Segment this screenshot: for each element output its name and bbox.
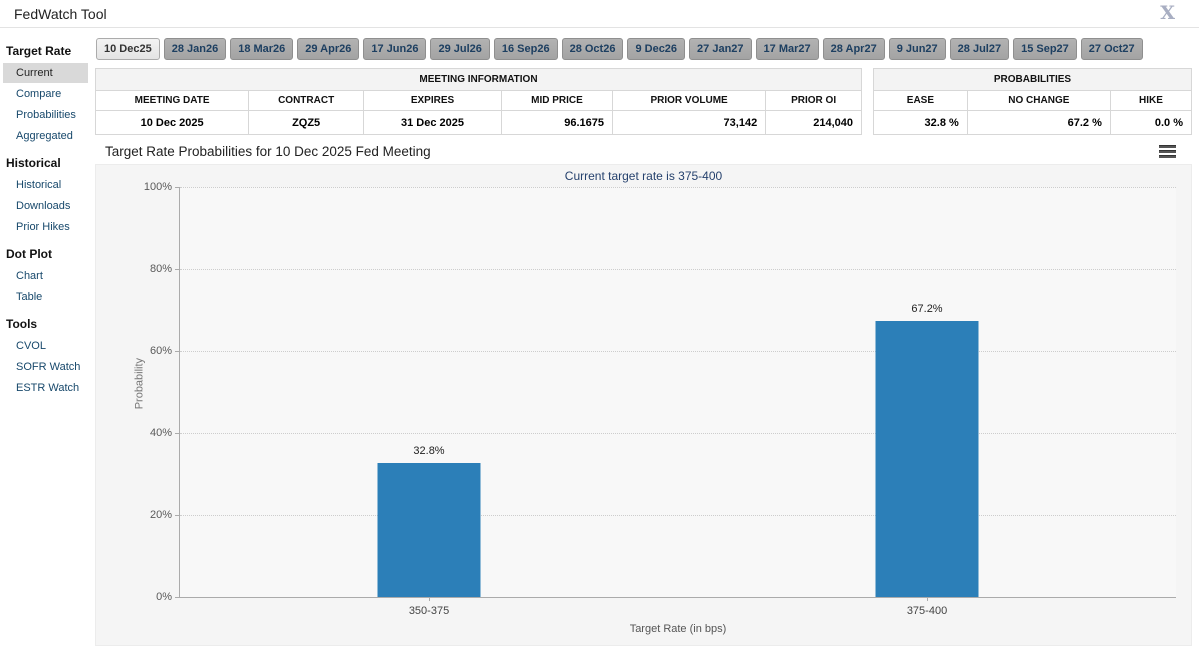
table-cell: 67.2 %	[966, 110, 1111, 135]
table-cell: 10 Dec 2025	[94, 110, 250, 135]
table-cell: 96.1675	[500, 110, 614, 135]
chart-menu-icon[interactable]	[1159, 143, 1176, 160]
table-title: MEETING INFORMATION	[95, 68, 862, 91]
table-cell: 214,040	[765, 110, 862, 135]
probability-chart: Current target rate is 375-400 Q Probabi…	[95, 164, 1192, 646]
y-tick-label: 100%	[143, 181, 172, 193]
table-cell: 32.8 %	[873, 110, 968, 135]
app-header: FedWatch Tool X	[0, 0, 1199, 28]
meeting-tab[interactable]: 9 Jun27	[888, 38, 946, 60]
plot-area: Probability Target Rate (in bps) 0% 20% 40…	[134, 181, 1176, 635]
meeting-tab[interactable]: 27 Jan27	[689, 38, 752, 60]
bar-value-label: 32.8%	[413, 444, 445, 457]
meeting-tab[interactable]: 17 Mar27	[755, 38, 819, 60]
x-tick-label: 375-400	[906, 605, 948, 617]
sidebar-item-prior-hikes[interactable]: Prior Hikes	[16, 221, 70, 233]
sidebar-section-heading: Dot Plot	[6, 247, 52, 261]
gridline	[180, 433, 1176, 434]
y-axis-title: Probability	[133, 357, 146, 410]
meeting-tab[interactable]: 18 Mar26	[230, 38, 294, 60]
x-axis-tick	[927, 597, 928, 601]
y-tick-label: 60%	[149, 345, 172, 357]
sidebar-section-heading: Target Rate	[6, 44, 72, 58]
table-cell: ZQZ5	[248, 110, 365, 135]
x-tick-label: 350-375	[408, 605, 450, 617]
y-axis-tick	[175, 269, 180, 270]
meeting-tabs: 10 Dec25 28 Jan26 18 Mar26 29 Apr26 17 Jun26…	[96, 38, 1192, 60]
table-row: 10 Dec 2025 ZQZ5 31 Dec 2025 96.1675 73,142 2…	[94, 110, 862, 135]
y-tick-label: 20%	[149, 509, 172, 521]
column-header: MEETING DATE	[94, 90, 250, 111]
sidebar-item-table[interactable]: Table	[16, 291, 43, 303]
column-header: CONTRACT	[248, 90, 365, 111]
sidebar-section-heading: Tools	[6, 317, 38, 331]
sidebar-item-chart[interactable]: Chart	[16, 270, 43, 282]
meeting-tab[interactable]: 27 Oct27	[1080, 38, 1143, 60]
page-title: FedWatch Tool	[14, 5, 107, 22]
bar-350-375[interactable]	[377, 462, 481, 597]
y-axis-tick	[175, 433, 180, 434]
sidebar-item-aggregated[interactable]: Aggregated	[16, 130, 73, 142]
sidebar-item-downloads[interactable]: Downloads	[16, 200, 71, 212]
column-header: EXPIRES	[363, 90, 502, 111]
column-header: PRIOR VOLUME	[612, 90, 767, 111]
gridline	[180, 187, 1176, 188]
gridline	[180, 515, 1176, 516]
y-tick-label: 40%	[149, 427, 172, 439]
table-cell: 0.0 %	[1109, 110, 1193, 135]
table-title: PROBABILITIES	[873, 68, 1192, 91]
sidebar-item-estr-watch[interactable]: ESTR Watch	[16, 382, 80, 394]
gridline	[180, 351, 1176, 352]
meeting-tab[interactable]: 10 Dec25	[96, 38, 160, 60]
meeting-tab[interactable]: 28 Jul27	[949, 38, 1010, 60]
meeting-information-table: MEETING INFORMATION MEETING DATE CONTRACT E…	[94, 68, 862, 135]
meeting-tab[interactable]: 15 Sep27	[1013, 38, 1077, 60]
table-cell: 73,142	[612, 110, 767, 135]
sidebar-item-sofr-watch[interactable]: SOFR Watch	[16, 361, 81, 373]
bar-375-400[interactable]	[875, 321, 979, 597]
table-row: 32.8 % 67.2 % 0.0 %	[873, 110, 1193, 135]
meeting-tab[interactable]: 28 Oct26	[561, 38, 624, 60]
table-cell: 31 Dec 2025	[363, 110, 502, 135]
y-axis-tick	[175, 187, 180, 188]
meeting-tab[interactable]: 16 Sep26	[493, 38, 558, 60]
sidebar-item-cvol[interactable]: CVOL	[16, 340, 46, 352]
probabilities-table: PROBABILITIES EASE NO CHANGE HIKE 32.8 % 67.2…	[873, 68, 1193, 135]
sidebar-item-probabilities[interactable]: Probabilities	[16, 109, 76, 121]
meeting-tab[interactable]: 28 Jan26	[163, 38, 227, 60]
sidebar-item-current[interactable]: Current	[3, 63, 88, 83]
y-axis-tick	[175, 515, 180, 516]
sidebar-item-compare[interactable]: Compare	[16, 88, 62, 100]
column-header: MID PRICE	[500, 90, 614, 111]
sidebar-item-historical[interactable]: Historical	[16, 179, 62, 191]
meeting-tab[interactable]: 29 Apr26	[297, 38, 360, 60]
column-header: PRIOR OI	[765, 90, 862, 111]
info-tables: MEETING INFORMATION MEETING DATE CONTRACT E…	[94, 68, 1193, 135]
x-axis-title: Target Rate (in bps)	[629, 623, 727, 635]
main-content: 10 Dec25 28 Jan26 18 Mar26 29 Apr26 17 Jun26…	[94, 28, 1193, 646]
meeting-tab[interactable]: 28 Apr27	[822, 38, 885, 60]
bar-value-label: 67.2%	[911, 303, 943, 316]
column-header: EASE	[873, 90, 968, 111]
meeting-tab[interactable]: 29 Jul26	[430, 38, 490, 60]
y-axis-tick	[175, 351, 180, 352]
sidebar: Target Rate Current Compare Probabilities Ag…	[0, 28, 95, 646]
column-header: HIKE	[1109, 90, 1193, 111]
y-tick-label: 80%	[149, 263, 172, 275]
close-icon[interactable]: X	[1160, 2, 1175, 24]
chart-subtitle: Current target rate is 375-400	[564, 169, 723, 183]
column-header: NO CHANGE	[966, 90, 1111, 111]
y-axis-tick	[175, 597, 180, 598]
y-tick-label: 0%	[156, 591, 172, 603]
sidebar-section-heading: Historical	[6, 156, 61, 170]
chart-title: Target Rate Probabilities for 10 Dec 202…	[105, 143, 431, 159]
meeting-tab[interactable]: 17 Jun26	[363, 38, 427, 60]
x-axis-tick	[429, 597, 430, 601]
meeting-tab[interactable]: 9 Dec26	[627, 38, 686, 60]
gridline	[180, 269, 1176, 270]
